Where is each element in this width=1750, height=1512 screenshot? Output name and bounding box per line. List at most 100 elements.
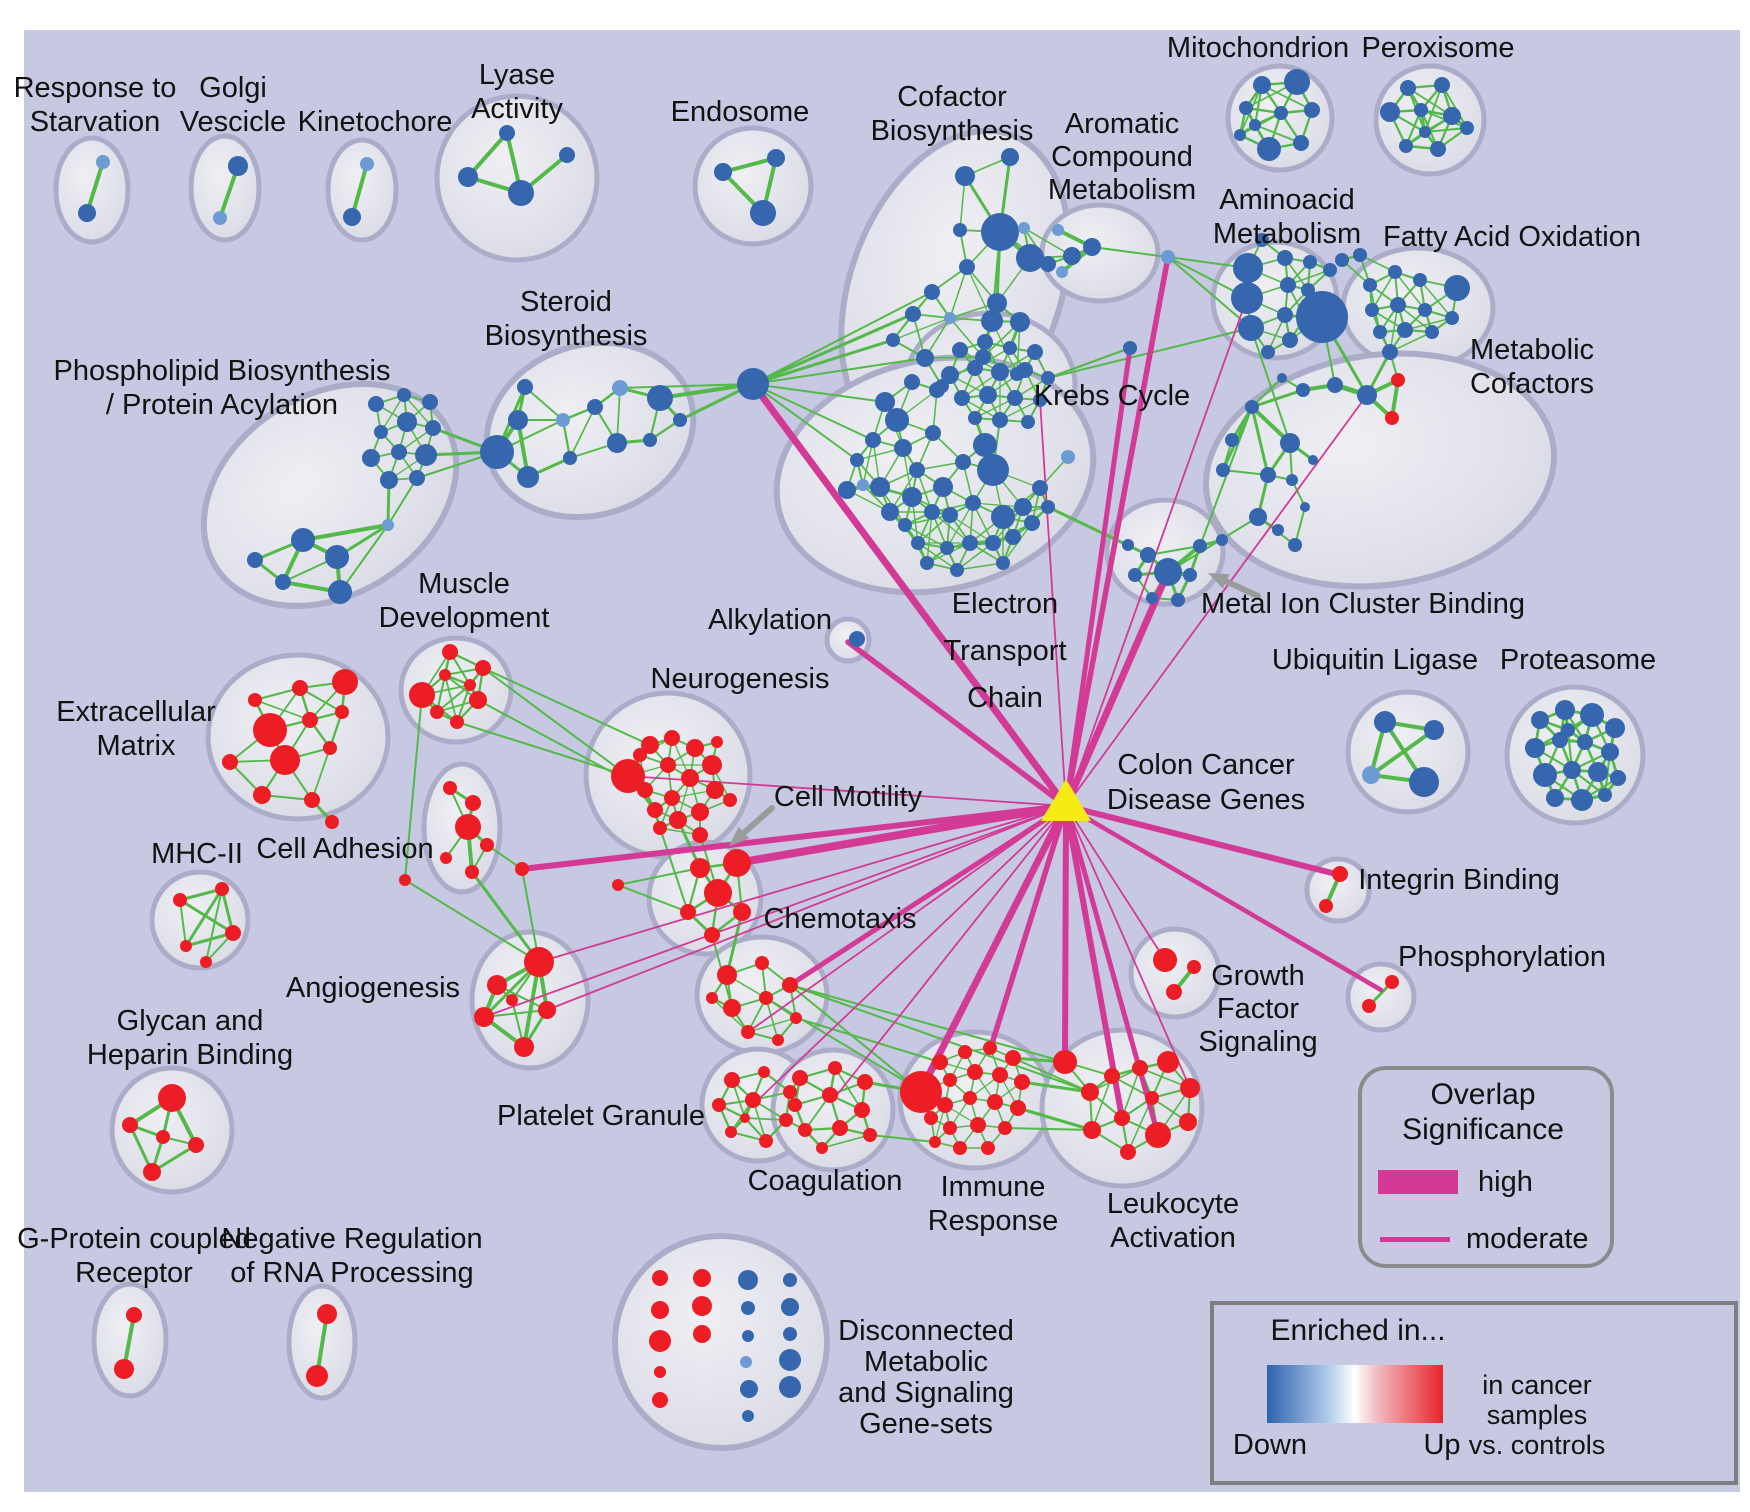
- gene-set-node: [480, 435, 514, 469]
- gene-set-node: [1563, 761, 1581, 779]
- gene-set-node: [779, 1376, 801, 1398]
- gene-set-node: [1261, 345, 1275, 359]
- gene-set-node: [1388, 265, 1402, 279]
- gene-set-node: [1610, 770, 1626, 786]
- gene-set-node: [1561, 723, 1575, 737]
- edge: [404, 694, 423, 881]
- edge: [482, 667, 651, 746]
- edge: [1404, 317, 1453, 331]
- gene-set-node: [838, 481, 856, 499]
- gene-set-node: [1179, 1113, 1197, 1131]
- gene-set-node: [1399, 139, 1413, 153]
- gene-set-node: [611, 759, 645, 793]
- label-mitochondrion: Mitochondrion: [1167, 32, 1349, 64]
- label-disconnected-gene-sets: Metabolic: [864, 1346, 988, 1378]
- label-steroid-biosynthesis: Biosynthesis: [485, 320, 648, 352]
- gene-set-node: [1041, 371, 1055, 385]
- gene-set-node: [487, 975, 507, 995]
- label-kinetochore: Kinetochore: [298, 106, 453, 138]
- gene-set-node: [723, 999, 741, 1017]
- gene-set-node: [992, 1067, 1008, 1083]
- gene-set-node: [977, 334, 993, 350]
- gene-set-node: [783, 1273, 797, 1287]
- gene-set-node: [772, 1034, 784, 1046]
- gene-set-node: [409, 470, 425, 486]
- gene-set-node: [1286, 474, 1298, 486]
- gene-set-node: [1040, 256, 1056, 272]
- gene-set-node: [1120, 1144, 1136, 1160]
- label-colon-cancer-disease-genes: Disease Genes: [1107, 784, 1305, 816]
- gene-set-node: [1024, 515, 1040, 531]
- gene-set-node: [1418, 303, 1432, 317]
- edge: [184, 931, 235, 948]
- cluster-bubble-mhc-ii: [149, 869, 251, 971]
- gene-set-node: [991, 363, 1009, 381]
- gene-set-node: [959, 259, 975, 275]
- gene-set-node: [712, 1098, 726, 1112]
- gene-set-node: [1132, 1060, 1148, 1076]
- label-negative-regulation-rna-processing: of RNA Processing: [230, 1257, 473, 1289]
- label-cofactor-biosynthesis: Cofactor: [897, 81, 1007, 113]
- gene-set-node: [450, 715, 464, 729]
- cluster-bubble-disconnected-gene-sets: [612, 1233, 830, 1451]
- label-cell-motility: Cell Motility: [774, 781, 923, 813]
- edge: [789, 984, 1066, 1063]
- gene-set-node: [755, 956, 769, 970]
- gene-set-node: [660, 757, 676, 773]
- gene-set-node: [633, 748, 647, 762]
- gene-set-node: [790, 1012, 802, 1024]
- gene-set-node: [953, 1141, 967, 1155]
- gene-set-node: [1180, 1078, 1200, 1098]
- edge: [619, 383, 754, 389]
- gene-set-node: [559, 147, 575, 163]
- gene-set-node: [693, 1325, 711, 1343]
- overlap-legend-title: Overlap: [1430, 1078, 1535, 1111]
- cluster-bubble-response-to-starvation: [53, 135, 131, 245]
- gene-set-node: [680, 904, 696, 920]
- gene-set-node: [587, 399, 603, 415]
- gene-set-node: [863, 1128, 877, 1142]
- gene-set-node: [944, 312, 956, 324]
- gene-set-node: [464, 679, 476, 691]
- gene-set-node: [637, 782, 653, 798]
- moderate-significance-label: moderate: [1466, 1223, 1589, 1255]
- label-platelet-granule: Platelet Granule: [497, 1100, 705, 1132]
- overlap-edges: [483, 254, 1384, 1138]
- gene-set-node: [1146, 592, 1158, 604]
- edge: [787, 803, 1069, 988]
- edge: [751, 338, 895, 386]
- gene-set-node: [1027, 344, 1043, 360]
- edge: [521, 868, 540, 963]
- gene-set-node: [78, 204, 96, 222]
- gene-set-node: [173, 893, 187, 907]
- gene-set-node: [1552, 732, 1568, 748]
- edge: [892, 317, 951, 341]
- gene-set-node: [1430, 141, 1446, 157]
- gene-set-node: [740, 1380, 758, 1398]
- gene-set-node: [1063, 247, 1081, 265]
- gene-set-node: [1327, 377, 1343, 393]
- gene-set-node: [647, 385, 673, 411]
- gene-set-node: [654, 1366, 666, 1378]
- edge: [178, 898, 235, 935]
- gene-set-node: [832, 1120, 848, 1136]
- gene-set-node: [1308, 455, 1318, 465]
- label-chemotaxis: Chemotaxis: [763, 903, 916, 935]
- gene-set-node: [937, 1097, 953, 1113]
- edge: [757, 805, 1067, 1101]
- label-glycan-heparin-binding: Glycan and: [117, 1005, 264, 1037]
- gene-set-node: [779, 1349, 801, 1371]
- label-aminoacid-metabolism: Aminoacid: [1219, 184, 1354, 216]
- gene-set-node: [1460, 121, 1474, 135]
- gene-set-node: [222, 754, 238, 770]
- gene-set-node: [741, 1025, 755, 1039]
- gene-set-node: [714, 163, 732, 181]
- gene-set-node: [304, 792, 320, 808]
- edge: [444, 674, 458, 723]
- gene-set-node: [397, 388, 411, 402]
- gene-set-node: [664, 790, 680, 806]
- gene-set-node: [968, 411, 982, 425]
- gene-set-node: [991, 505, 1015, 529]
- gene-set-node: [248, 693, 262, 707]
- gene-set-node: [758, 1066, 770, 1078]
